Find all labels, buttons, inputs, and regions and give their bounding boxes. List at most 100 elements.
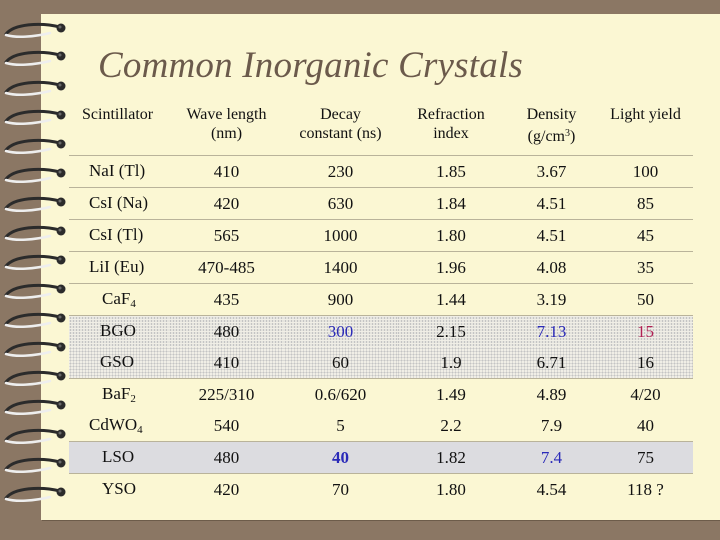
cell-decay-constant: 0.6/620 (284, 378, 397, 410)
cell-wave-length: 565 (169, 219, 284, 252)
cell-decay-constant: 900 (284, 283, 397, 316)
cell-decay-constant: 630 (284, 187, 397, 220)
cell-wave-length: 470-485 (169, 251, 284, 284)
header-refraction-index: Refraction index (397, 100, 505, 156)
binding-ring-icon (0, 167, 70, 187)
binding-ring-icon (0, 312, 70, 332)
cell-light-yield: 35 (598, 251, 693, 284)
binding-ring-icon (0, 341, 70, 361)
cell-wave-length: 540 (213, 415, 240, 435)
cell-scintillator: CsI (Na) (69, 187, 169, 220)
cell-light-yield: 15 (598, 315, 693, 347)
cell-wave-length: 435 (169, 283, 284, 316)
cell-refraction-index: 1.80 (397, 219, 505, 252)
cell-wave-length: 420 (169, 473, 284, 505)
cell-wave-length: 420 (169, 187, 284, 220)
cell-scintillator: NaI (Tl) (89, 161, 146, 180)
cell-refraction-index: 2.2 (440, 415, 462, 435)
cell-scintillator: BaF2 (69, 378, 169, 410)
cell-density: 4.54 (505, 473, 598, 505)
cell-refraction-index: 1.80 (397, 473, 505, 505)
cell-decay-constant: 300 (284, 315, 397, 347)
binding-ring-icon (0, 138, 70, 158)
cell-density: 7.13 (505, 315, 598, 347)
cell-density: 4.51 (505, 219, 598, 252)
binding-ring-icon (0, 283, 70, 303)
cell-refraction-index: 1.9 (397, 347, 505, 379)
cell-wave-length: 480 (169, 315, 284, 347)
cell-light-yield: 118 ? (598, 473, 693, 505)
cell-refraction-index: 1.44 (397, 283, 505, 316)
cell-density: 7.4 (505, 441, 598, 474)
table-row: NaI (Tl) 410 230 1.85 3.67 100 (69, 156, 693, 188)
table-row: CsI (Tl) 565 1000 1.80 4.51 45 (69, 219, 693, 252)
cell-refraction-index: 1.85 (436, 161, 466, 181)
cell-light-yield: 40 (637, 415, 654, 435)
table-row: CsI (Na) 420 630 1.84 4.51 85 (69, 187, 693, 220)
binding-ring-icon (0, 109, 70, 129)
table-row: LSO 480 40 1.82 7.4 75 (69, 441, 693, 474)
table-row: CaF4 435 900 1.44 3.19 50 (69, 283, 693, 316)
header-light-yield: Light yield (598, 100, 693, 156)
slide-title: Common Inorganic Crystals (98, 45, 524, 86)
header-scintillator: Scintillator (69, 100, 169, 156)
binding-ring-icon (0, 50, 70, 70)
cell-scintillator: CaF4 (69, 283, 169, 316)
binding-ring-icon (0, 254, 70, 274)
cell-refraction-index: 2.15 (397, 315, 505, 347)
cell-light-yield: 100 (632, 161, 659, 181)
cell-decay-constant: 60 (284, 347, 397, 379)
cell-refraction-index: 1.82 (397, 441, 505, 474)
binding-ring-icon (0, 457, 70, 477)
table-row: YSO 420 70 1.80 4.54 118 ? (69, 473, 693, 505)
table-row: BGO 480 300 2.15 7.13 15 (69, 315, 693, 347)
cell-refraction-index: 1.84 (397, 187, 505, 220)
binding-ring-icon (0, 486, 70, 506)
cell-light-yield: 75 (598, 441, 693, 474)
cell-scintillator: GSO (69, 347, 169, 379)
cell-decay-constant: 40 (284, 441, 397, 474)
cell-density: 4.51 (505, 187, 598, 220)
binding-ring-icon (0, 22, 70, 42)
binding-ring-icon (0, 196, 70, 216)
cell-light-yield: 16 (598, 347, 693, 379)
cell-light-yield: 45 (598, 219, 693, 252)
table-row: LiI (Eu) 470-485 1400 1.96 4.08 35 (69, 251, 693, 284)
cell-scintillator: BGO (69, 315, 169, 347)
cell-density: 6.71 (505, 347, 598, 379)
cell-wave-length: 410 (213, 161, 240, 181)
header-density: Density (g/cm3) (505, 100, 598, 156)
cell-decay-constant: 1400 (284, 251, 397, 284)
table-row: CdWO4 540 5 2.2 7.9 40 (69, 410, 693, 442)
cell-density: 3.19 (505, 283, 598, 316)
crystal-table: Scintillator Wave length (nm) Decay consta… (69, 100, 693, 505)
cell-decay-constant: 230 (327, 161, 354, 181)
binding-ring-icon (0, 225, 70, 245)
cell-density: 4.08 (505, 251, 598, 284)
cell-decay-constant: 5 (336, 415, 345, 435)
binding-ring-icon (0, 370, 70, 390)
cell-light-yield: 4/20 (598, 378, 693, 410)
table-row: GSO 410 60 1.9 6.71 16 (69, 347, 693, 379)
binding-ring-icon (0, 428, 70, 448)
cell-decay-constant: 70 (284, 473, 397, 505)
cell-density: 4.89 (505, 378, 598, 410)
cell-wave-length: 480 (169, 441, 284, 474)
binding-ring-icon (0, 80, 70, 100)
cell-refraction-index: 1.49 (397, 378, 505, 410)
cell-decay-constant: 1000 (284, 219, 397, 252)
cell-light-yield: 50 (598, 283, 693, 316)
header-wave-length: Wave length (nm) (169, 100, 284, 156)
cell-wave-length: 410 (169, 347, 284, 379)
cell-wave-length: 225/310 (169, 378, 284, 410)
binding-ring-icon (0, 399, 70, 419)
cell-density: 7.9 (540, 415, 563, 435)
cell-scintillator: LiI (Eu) (69, 251, 169, 284)
cell-light-yield: 85 (598, 187, 693, 220)
cell-scintillator: YSO (69, 473, 169, 505)
table-row: BaF2 225/310 0.6/620 1.49 4.89 4/20 (69, 378, 693, 410)
table-header-row: Scintillator Wave length (nm) Decay consta… (69, 100, 693, 156)
cell-refraction-index: 1.96 (397, 251, 505, 284)
cell-scintillator: CdWO4 (89, 415, 143, 436)
cell-scintillator: LSO (69, 441, 169, 474)
